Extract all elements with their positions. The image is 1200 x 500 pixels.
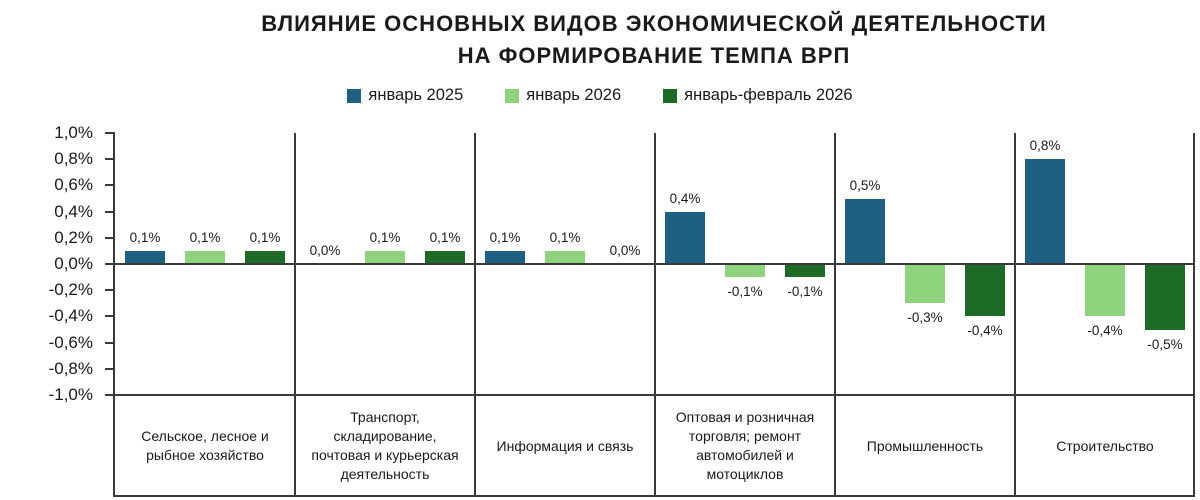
y-tick-mark [105, 315, 115, 318]
legend-item-jan-2025: январь 2025 [347, 86, 463, 105]
bar-value-label: 0,1% [369, 229, 401, 245]
category-cell: Промышленность [866, 437, 984, 454]
bar [125, 250, 165, 264]
bar [545, 250, 585, 264]
y-tick-mark [105, 210, 115, 213]
group-separator [474, 133, 476, 495]
group-separator [654, 133, 656, 495]
legend-label: январь-февраль 2026 [684, 86, 853, 104]
bar-value-label: -0,1% [787, 284, 823, 300]
bar-value-label: -0,4% [1087, 323, 1123, 339]
bar [785, 264, 825, 278]
bar-value-label: 0,1% [189, 229, 221, 245]
bar-value-label: -0,5% [1147, 336, 1183, 352]
bar [485, 250, 525, 264]
y-tick-label: -0,2% [48, 280, 93, 300]
bar-value-label: -0,3% [907, 310, 943, 326]
bar [845, 198, 885, 264]
category-cell: Строительство [1056, 437, 1154, 454]
category-cell: Транспорт, складирование, почтовая и кур… [311, 409, 459, 482]
y-tick-label: -0,4% [48, 306, 93, 326]
bar-value-label: 0,0% [609, 243, 641, 258]
chart-title: ВЛИЯНИЕ ОСНОВНЫХ ВИДОВ ЭКОНОМИЧЕСКОЙ ДЕЯ… [113, 8, 1195, 72]
y-tick-mark [105, 236, 115, 239]
legend-label: январь 2026 [526, 86, 622, 104]
y-tick-mark [105, 184, 115, 187]
bar [1085, 264, 1125, 317]
y-tick-label: 0,6% [54, 175, 93, 195]
y-tick-label: 0,2% [54, 227, 93, 247]
bar [245, 250, 285, 264]
y-tick-label: 0,0% [54, 254, 93, 273]
bar-value-label: 0,1% [429, 229, 461, 245]
group-separator [1014, 133, 1016, 495]
y-tick-label: -0,6% [48, 332, 93, 352]
legend-label: январь 2025 [368, 86, 464, 104]
legend-swatch-icon [505, 88, 520, 103]
y-axis: 1,0% 0,8% 0,6% 0,4% 0,2% 0,0% -0,2% -0,4% -0,6% -… [0, 123, 105, 404]
chart-title-line1: ВЛИЯНИЕ ОСНОВНЫХ ВИДОВ ЭКОНОМИЧЕСКОЙ ДЕЯ… [261, 11, 1047, 36]
group-separator [294, 133, 296, 495]
category-cell: Информация и связь [496, 437, 634, 454]
y-tick-mark [105, 341, 115, 344]
bar-value-label: 0,1% [129, 229, 161, 245]
bar [965, 264, 1005, 317]
chart-title-line2: НА ФОРМИРОВАНИЕ ТЕМПА ВРП [457, 43, 851, 68]
bar [905, 264, 945, 304]
y-tick-label: -1,0% [48, 385, 93, 404]
bar [665, 211, 705, 264]
bar-value-label: 0,4% [669, 190, 701, 206]
bar-value-label: 0,8% [1029, 138, 1061, 154]
zero-axis-line [115, 263, 1193, 265]
bar-value-label: 0,0% [309, 243, 341, 258]
category-cell: Оптовая и розничная торговля; ремонт авт… [675, 409, 815, 482]
legend-swatch-icon [663, 88, 678, 103]
y-tick-label: 0,8% [54, 149, 93, 169]
bar-value-label: -0,1% [727, 284, 763, 300]
bar-value-label: 0,1% [249, 229, 281, 245]
bar [1025, 159, 1065, 264]
y-tick-mark [105, 158, 115, 161]
chart-legend: январь 2025 январь 2026 январь-февраль 2… [0, 86, 1200, 105]
category-cell: Сельское, лесное и рыбное хозяйство [141, 428, 269, 463]
bar-value-label: 0,1% [489, 229, 521, 245]
y-tick-mark [105, 394, 115, 396]
legend-swatch-icon [347, 88, 362, 103]
bar [1145, 264, 1185, 330]
bar [185, 250, 225, 264]
plot-area: 0,1% 0,0% 0,1% 0,4% 0,5% 0,8% 0,1% 0,1% 0,1% -0,1… [105, 132, 1195, 497]
plot-bottom-line [115, 394, 1193, 396]
y-tick-mark [105, 132, 115, 134]
y-tick-label: 0,4% [54, 201, 93, 221]
y-tick-label: -0,8% [48, 358, 93, 378]
bar-value-label: 0,5% [849, 177, 881, 193]
y-tick-label: 1,0% [54, 123, 93, 142]
bar [725, 264, 765, 278]
y-tick-mark [105, 263, 115, 265]
bar-value-label: 0,1% [549, 229, 581, 245]
group-separator [834, 133, 836, 495]
bar [365, 250, 405, 264]
legend-item-jan-feb-2026: январь-февраль 2026 [663, 86, 853, 105]
bar-value-label: -0,4% [967, 323, 1003, 339]
bar [425, 250, 465, 264]
legend-item-jan-2026: январь 2026 [505, 86, 621, 105]
y-tick-mark [105, 367, 115, 370]
y-tick-mark [105, 289, 115, 292]
